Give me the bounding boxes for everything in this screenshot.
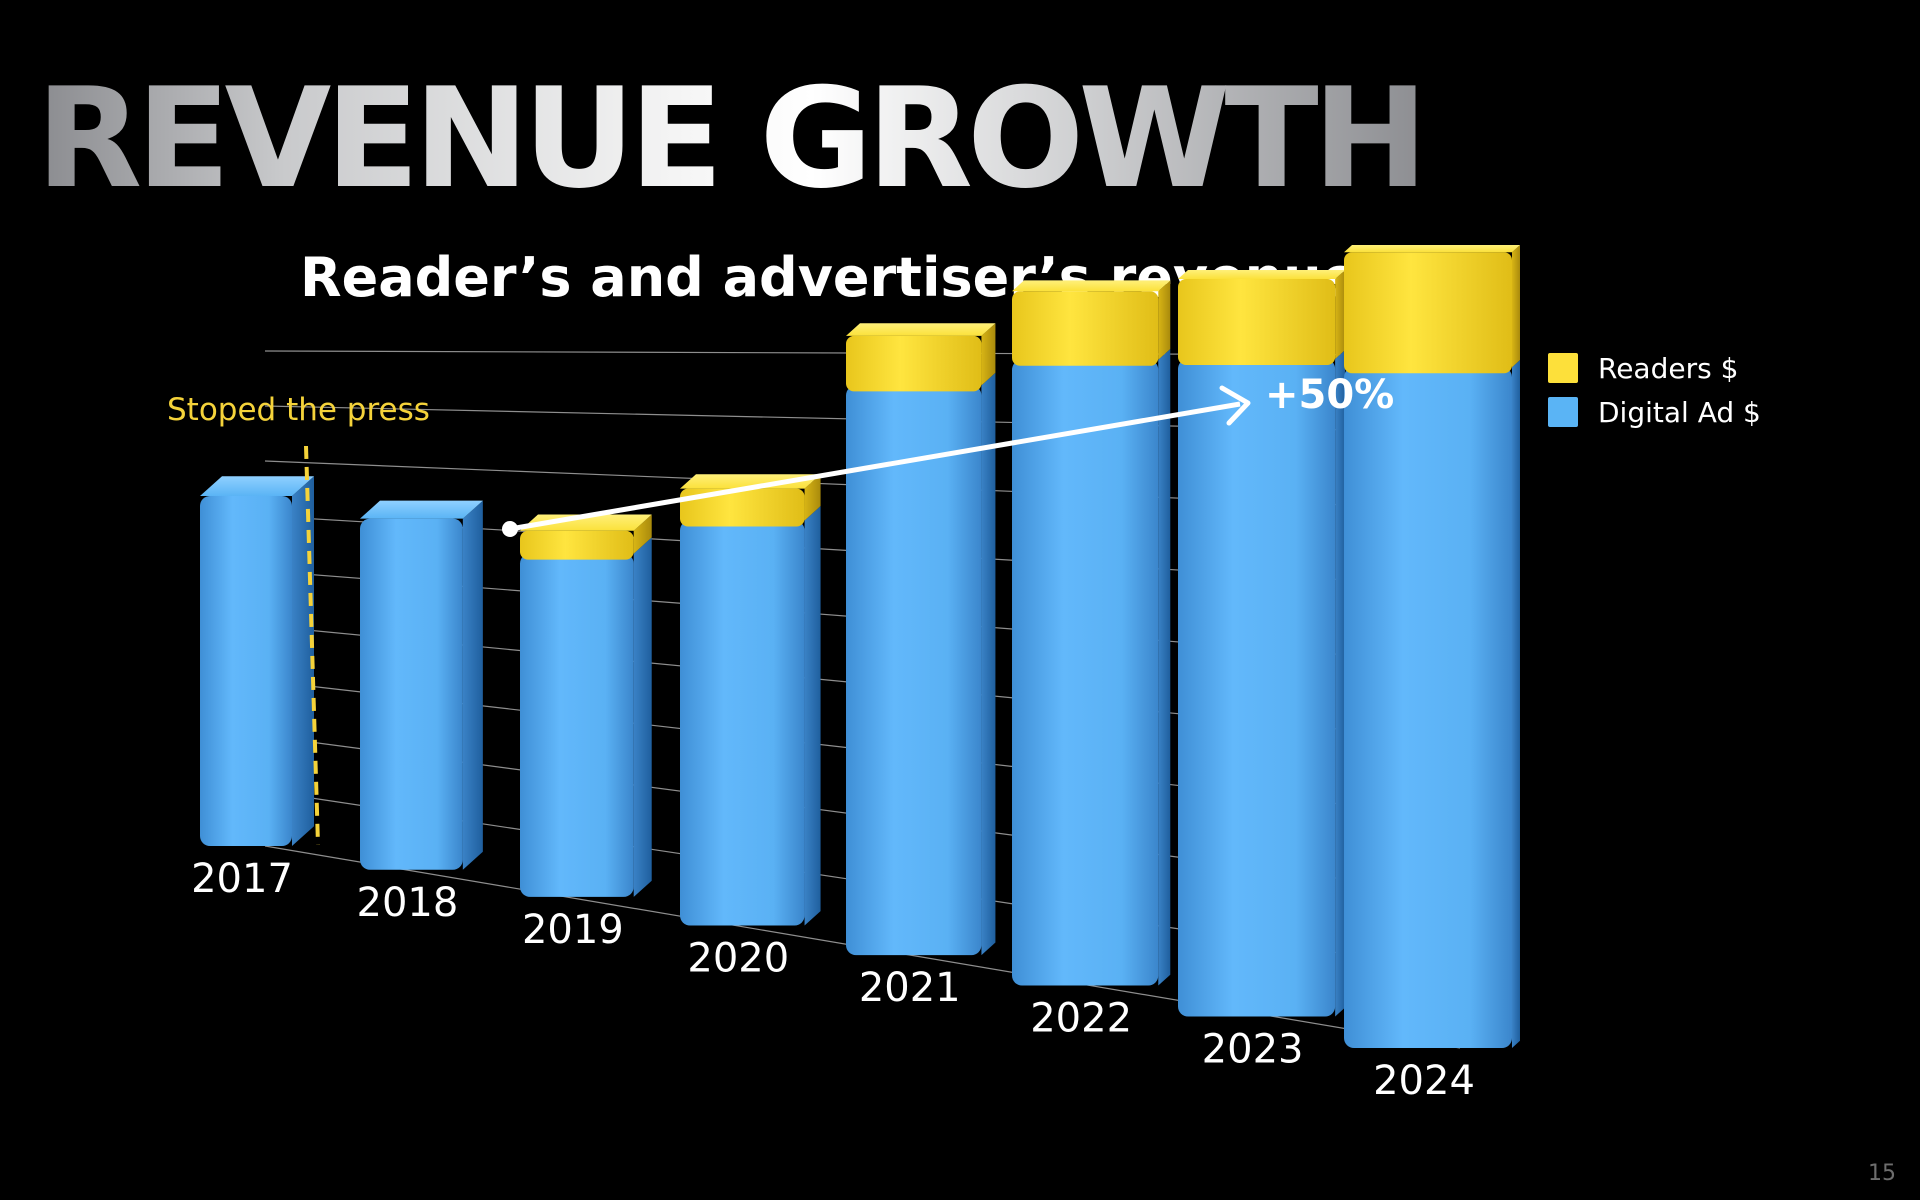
bar-side-digital-ad: [1158, 348, 1171, 986]
bar-side-readers: [981, 323, 996, 386]
bar-segment-digital-ad: [360, 518, 463, 870]
growth-annotation: +50%: [1265, 372, 1394, 418]
bar-segment-digital-ad: [1012, 359, 1159, 986]
bar-2018: [360, 500, 483, 870]
page-number: 15: [1868, 1161, 1896, 1186]
x-tick-label: 2017: [191, 856, 293, 902]
bar-top: [680, 474, 821, 489]
bar-segment-readers: [1012, 291, 1159, 366]
bar-side-digital-ad: [462, 500, 483, 870]
bar-2020: [680, 474, 821, 926]
growth-arrow-line: [509, 401, 1241, 532]
bar-top: [1344, 245, 1520, 253]
bars: [200, 245, 1520, 1048]
bar-top: [1178, 269, 1346, 279]
bar-2022: [1012, 280, 1171, 986]
x-tick-label: 2022: [1030, 996, 1132, 1042]
x-tick-label: 2024: [1373, 1058, 1475, 1104]
bar-side-digital-ad: [804, 506, 821, 926]
bar-top: [846, 323, 996, 336]
bar-side-readers: [1158, 280, 1171, 360]
stopped-press-annotation: Stoped the press: [167, 392, 430, 428]
x-tick-label: 2018: [357, 880, 459, 926]
legend-label-readers: Readers $: [1598, 351, 1739, 385]
bar-side-digital-ad: [1512, 360, 1520, 1048]
legend-swatch-readers: [1548, 353, 1578, 383]
bar-side-digital-ad: [292, 476, 314, 846]
bar-segment-readers: [1178, 278, 1336, 365]
bar-segment-readers: [846, 335, 982, 392]
bar-side-digital-ad: [981, 372, 996, 956]
bar-side-readers: [1512, 245, 1520, 368]
legend-item-digital-ad: Digital Ad $: [1548, 390, 1761, 434]
annotations: Stoped the press +50%: [167, 372, 1394, 846]
legend-label-digital-ad: Digital Ad $: [1598, 395, 1761, 429]
legend-item-readers: Readers $: [1548, 346, 1761, 390]
bar-2019: [520, 514, 652, 897]
bar-side-readers: [804, 474, 821, 521]
bar-side-readers: [633, 514, 652, 554]
bar-2024: [1344, 245, 1520, 1048]
bar-segment-readers: [520, 530, 634, 560]
bar-top: [360, 500, 483, 519]
chart-legend: Readers $ Digital Ad $: [1548, 346, 1761, 434]
bar-top: [520, 514, 652, 531]
x-tick-label: 2023: [1202, 1026, 1304, 1072]
x-tick-labels: 2017 2018 2019 2020 2021 2022 2023 2024: [191, 856, 1475, 1104]
legend-swatch-digital-ad: [1548, 397, 1578, 427]
bar-segment-digital-ad: [846, 385, 982, 956]
bar-segment-digital-ad: [680, 520, 805, 926]
slide-title: REVENUE GROWTH: [36, 58, 1428, 219]
stopped-press-marker: [304, 445, 320, 846]
x-tick-label: 2020: [687, 936, 789, 982]
bar-top: [200, 476, 314, 496]
x-tick-label: 2019: [522, 907, 624, 953]
bar-top: [1012, 280, 1171, 292]
bar-2021: [846, 323, 996, 956]
bar-side-digital-ad: [1335, 349, 1346, 1017]
bar-segment-readers: [1344, 252, 1512, 374]
bar-segment-digital-ad: [520, 553, 634, 897]
bar-2017: [200, 476, 314, 846]
bar-segment-digital-ad: [1178, 358, 1336, 1017]
x-tick-label: 2021: [859, 965, 961, 1011]
bar-side-digital-ad: [633, 537, 652, 897]
bar-segment-readers: [680, 488, 805, 527]
growth-arrow-head: [1219, 385, 1251, 426]
bar-segment-digital-ad: [200, 496, 292, 846]
bar-side-readers: [1335, 269, 1346, 359]
bar-2023: [1178, 269, 1346, 1017]
bar-segment-digital-ad: [1344, 367, 1512, 1048]
